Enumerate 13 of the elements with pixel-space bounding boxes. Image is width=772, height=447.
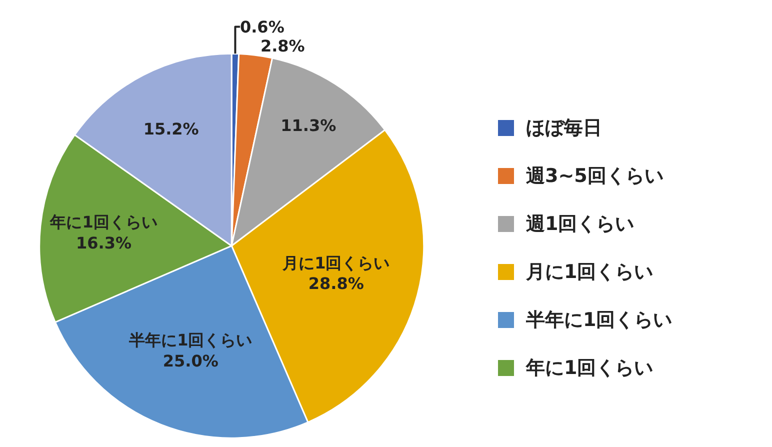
legend-label: 月に1回くらい [526, 260, 654, 285]
legend-label: 年に1回くらい [526, 356, 654, 381]
data-label: 15.2% [143, 119, 199, 138]
data-label: 年に1回くらい 16.3% [49, 212, 158, 252]
data-label: 11.3% [280, 116, 336, 136]
legend-label: 週1回くらい [526, 212, 634, 237]
data-label: 2.8% [260, 36, 305, 56]
data-label: 0.6% [240, 17, 284, 36]
legend-label: 半年に1回くらい [526, 308, 672, 333]
legend-label: 週3~5回くらい [526, 164, 664, 189]
data-label: 月に1回くらい 28.8% [282, 253, 390, 294]
data-label: 半年に1回くらい 25.0% [128, 330, 252, 370]
legend-label: ほぼ毎日 [526, 116, 602, 141]
